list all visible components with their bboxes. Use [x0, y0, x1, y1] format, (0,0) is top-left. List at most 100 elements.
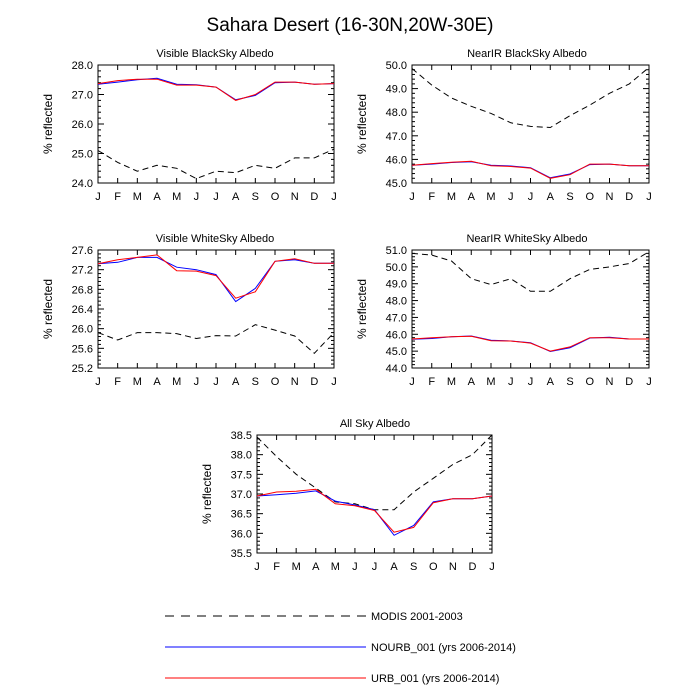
x-tick-label: A — [468, 191, 476, 203]
series-line-urb — [411, 160, 649, 179]
x-tick-label: S — [566, 191, 573, 203]
y-tick-label: 27.2 — [72, 265, 93, 277]
x-tick-label: D — [310, 191, 318, 203]
x-tick-label: J — [372, 561, 378, 573]
y-tick-label: 37.0 — [231, 489, 252, 501]
y-tick-label: 46.0 — [386, 154, 407, 166]
x-tick-label: O — [429, 561, 438, 573]
panel-title: NearIR BlackSky Albedo — [467, 48, 587, 60]
x-tick-label: N — [606, 376, 614, 388]
series-line-nourb — [256, 490, 493, 536]
x-tick-label: S — [566, 376, 573, 388]
x-tick-label: A — [153, 376, 161, 388]
y-tick-label: 26.8 — [72, 284, 93, 296]
panel-title: Visible WhiteSky Albedo — [156, 233, 274, 245]
y-tick-label: 24.0 — [72, 178, 93, 190]
x-tick-label: J — [213, 191, 219, 203]
x-tick-label: D — [625, 376, 633, 388]
x-tick-label: A — [232, 191, 240, 203]
legend-label-nourb: NOURB_001 (yrs 2006-2014) — [371, 642, 516, 654]
panel-title: NearIR WhiteSky Albedo — [466, 233, 587, 245]
legend: MODIS 2001-2003 NOURB_001 (yrs 2006-2014… — [165, 611, 516, 685]
x-tick-label: M — [486, 191, 495, 203]
y-tick-label: 44.0 — [386, 363, 407, 375]
plot-frame — [97, 249, 335, 369]
y-tick-label: 48.0 — [386, 107, 407, 119]
figure-title: Sahara Desert (16-30N,20W-30E) — [207, 15, 494, 36]
x-tick-label: N — [449, 561, 457, 573]
y-axis-label: % reflected — [200, 464, 214, 524]
x-tick-label: F — [273, 561, 280, 573]
series-line-modis — [97, 324, 335, 354]
x-tick-label: A — [312, 561, 320, 573]
y-tick-label: 25.2 — [72, 363, 93, 375]
y-tick-label: 27.0 — [72, 90, 93, 102]
x-tick-label: O — [271, 191, 280, 203]
x-tick-label: J — [528, 376, 534, 388]
x-tick-label: J — [213, 376, 219, 388]
x-tick-label: M — [133, 376, 142, 388]
panel-visible-whitesky: Visible WhiteSky Albedo J F M A M J J A S O N D J25.… — [41, 233, 337, 388]
panel-nearir-blacksky: NearIR BlackSky Albedo J F M A M J J A S O N D J45.0… — [355, 48, 652, 203]
x-tick-label: M — [292, 561, 301, 573]
x-tick-label: F — [114, 191, 121, 203]
series-line-urb — [411, 335, 649, 352]
x-tick-label: J — [489, 561, 495, 573]
x-tick-label: F — [428, 191, 435, 203]
y-tick-label: 45.0 — [386, 346, 407, 358]
y-tick-label: 38.0 — [231, 450, 252, 462]
x-tick-label: J — [254, 561, 260, 573]
x-tick-label: J — [95, 376, 101, 388]
x-tick-label: J — [646, 376, 652, 388]
y-axis-label: % reflected — [355, 94, 369, 154]
y-tick-label: 26.4 — [72, 304, 93, 316]
x-tick-label: N — [606, 191, 614, 203]
x-tick-label: J — [331, 376, 337, 388]
y-tick-label: 36.0 — [231, 528, 252, 540]
x-tick-label: M — [331, 561, 340, 573]
y-tick-label: 38.5 — [231, 430, 252, 442]
panel-visible-blacksky: Visible BlackSky Albedo J F M A M J J A S O N D J24.… — [41, 48, 337, 203]
series-line-nourb — [97, 77, 335, 101]
series-line-urb — [256, 488, 493, 533]
x-tick-label: J — [409, 191, 415, 203]
y-tick-label: 37.5 — [231, 469, 252, 481]
x-tick-label: J — [646, 191, 652, 203]
series-line-modis — [97, 148, 335, 180]
series-line-urb — [97, 78, 335, 101]
x-tick-label: S — [252, 376, 259, 388]
y-tick-label: 35.5 — [231, 548, 252, 560]
x-tick-label: J — [352, 561, 358, 573]
x-tick-label: J — [194, 191, 200, 203]
y-axis-label: % reflected — [41, 94, 55, 154]
x-tick-label: M — [447, 191, 456, 203]
plot-frame — [411, 249, 650, 369]
x-tick-label: M — [486, 376, 495, 388]
y-axis-label: % reflected — [41, 279, 55, 339]
panel-allsky: All Sky Albedo J F M A M J J A S O N D J35.536.036.5… — [200, 418, 495, 573]
plot-frame — [411, 64, 650, 184]
x-tick-label: D — [468, 561, 476, 573]
x-tick-label: A — [547, 376, 555, 388]
y-tick-label: 26.0 — [72, 119, 93, 131]
y-tick-label: 45.0 — [386, 178, 407, 190]
x-tick-label: J — [194, 376, 200, 388]
y-tick-label: 25.6 — [72, 343, 93, 355]
x-tick-label: O — [271, 376, 280, 388]
y-tick-label: 26.0 — [72, 324, 93, 336]
x-tick-label: F — [114, 376, 121, 388]
y-axis-label: % reflected — [355, 279, 369, 339]
y-tick-label: 47.0 — [386, 312, 407, 324]
x-tick-label: J — [409, 376, 415, 388]
x-tick-label: O — [585, 191, 594, 203]
y-tick-label: 36.5 — [231, 509, 252, 521]
x-tick-label: D — [625, 191, 633, 203]
x-tick-label: F — [428, 376, 435, 388]
panel-title: All Sky Albedo — [340, 418, 410, 430]
x-tick-label: J — [331, 191, 337, 203]
x-tick-label: N — [291, 191, 299, 203]
series-line-urb — [97, 254, 334, 299]
x-tick-label: A — [153, 191, 161, 203]
y-tick-label: 49.0 — [386, 84, 407, 96]
